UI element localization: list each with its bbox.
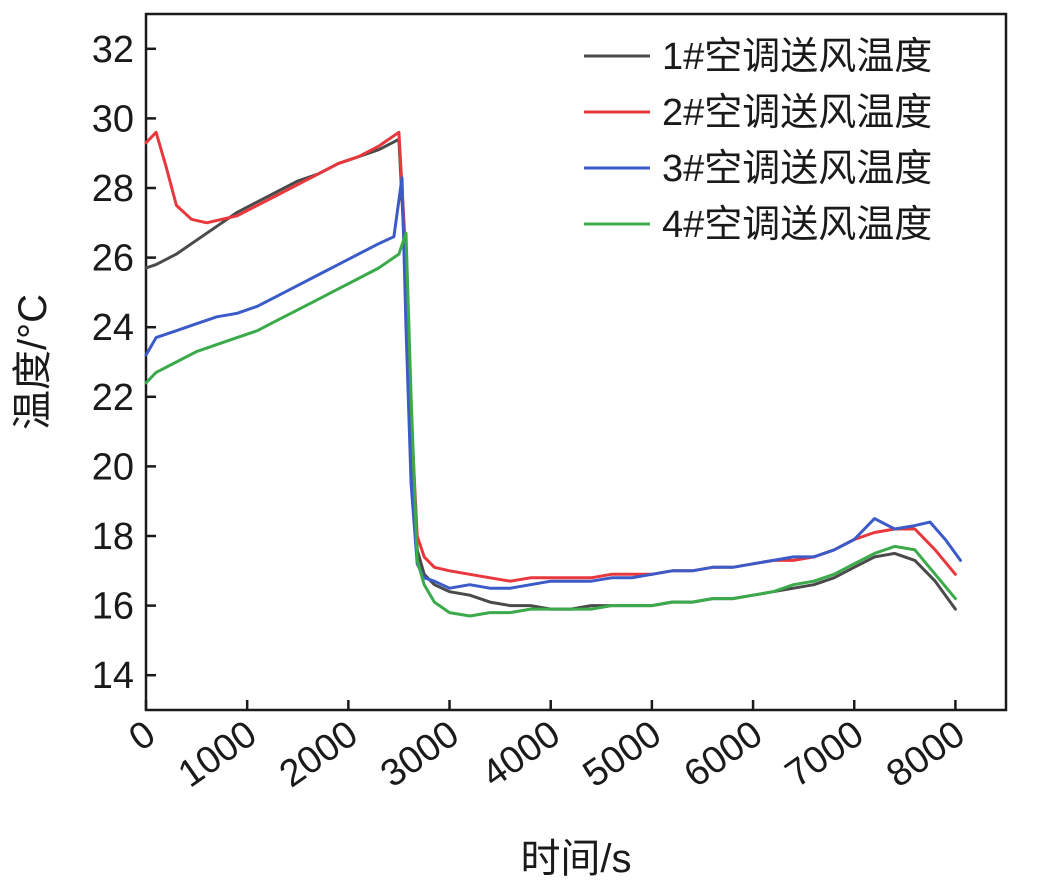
y-tick-label: 16 bbox=[92, 586, 134, 628]
y-tick-label: 18 bbox=[92, 516, 134, 558]
y-tick-label: 20 bbox=[92, 446, 134, 488]
y-tick-label: 24 bbox=[92, 307, 134, 349]
x-tick-label: 4000 bbox=[475, 713, 568, 796]
x-tick-label: 7000 bbox=[778, 713, 871, 796]
series-line-3 bbox=[144, 176, 962, 590]
x-tick-label: 2000 bbox=[272, 713, 365, 796]
y-tick-label: 28 bbox=[92, 168, 134, 210]
legend-label-4: 4#空调送风温度 bbox=[662, 204, 932, 246]
legend-label-1: 1#空调送风温度 bbox=[662, 36, 932, 78]
x-tick-label: 8000 bbox=[879, 713, 972, 796]
x-tick-label: 6000 bbox=[677, 713, 770, 796]
series-layer bbox=[144, 130, 962, 618]
legend-label-2: 2#空调送风温度 bbox=[662, 92, 932, 134]
series-line-1 bbox=[144, 137, 957, 611]
x-tick-label: 1000 bbox=[171, 713, 264, 796]
y-axis-title: 温度/°C bbox=[11, 294, 55, 430]
x-tick-label: 3000 bbox=[373, 713, 466, 796]
y-tick-label: 22 bbox=[92, 377, 134, 419]
x-tick-label: 0 bbox=[122, 713, 163, 760]
legend-label-3: 3#空调送风温度 bbox=[662, 148, 932, 190]
y-tick-label: 14 bbox=[92, 655, 134, 697]
y-tick-label: 32 bbox=[92, 29, 134, 71]
y-tick-label: 26 bbox=[92, 238, 134, 280]
series-line-4 bbox=[144, 231, 957, 618]
ticks-layer: 14 16 18 20 22 24 26 28 30 32 0 1000 2000 3000 4000 500… bbox=[92, 29, 973, 796]
legend: 1#空调送风温度 2#空调送风温度 3#空调送风温度 4#空调送风温度 bbox=[584, 36, 932, 246]
x-axis-title: 时间/s bbox=[520, 837, 631, 881]
series-line-2 bbox=[144, 130, 957, 583]
y-tick-label: 30 bbox=[92, 98, 134, 140]
x-tick-label: 5000 bbox=[576, 713, 669, 796]
plot-frame bbox=[144, 12, 1008, 712]
